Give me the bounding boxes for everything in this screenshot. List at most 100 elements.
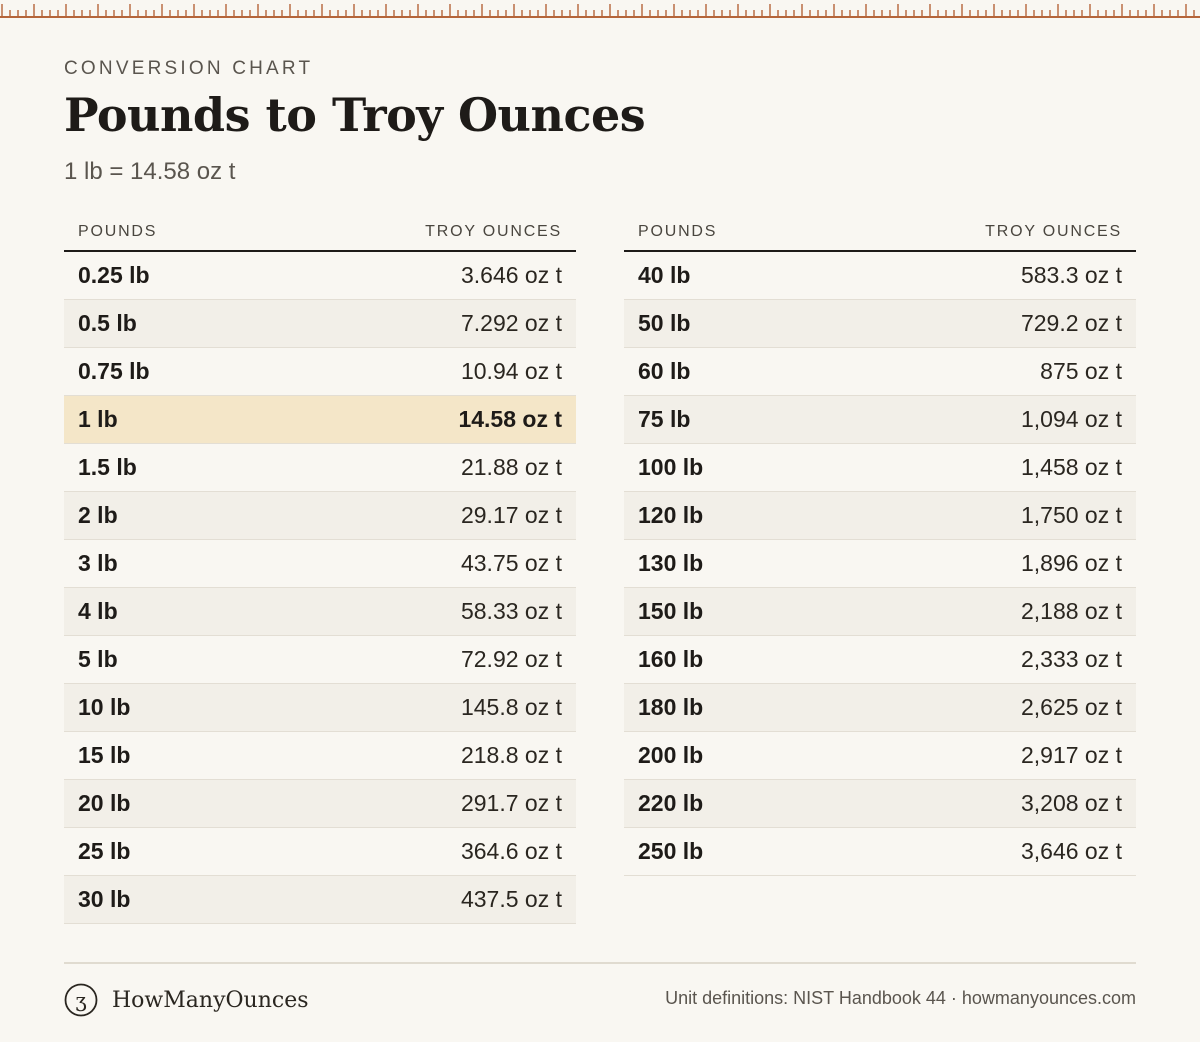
troy-ounces-value: 1,094 oz t <box>1020 406 1122 432</box>
column-header-pounds: POUNDS <box>638 223 718 240</box>
table-row: 220 lb 3,208 oz t <box>624 780 1136 828</box>
pounds-value: 20 lb <box>78 790 131 816</box>
pounds-value: 220 lb <box>638 790 704 816</box>
source-note: Unit definitions: NIST Handbook 44 · how… <box>665 988 1136 1008</box>
table-row: 130 lb 1,896 oz t <box>624 540 1136 588</box>
table-row: 100 lb 1,458 oz t <box>624 444 1136 492</box>
table-body: 40 lb 583.3 oz t 50 lb 729.2 oz t 60 lb 875 o… <box>624 252 1136 876</box>
troy-ounces-value: 291.7 oz t <box>460 790 562 816</box>
page-eyebrow: CONVERSION CHART <box>64 58 314 79</box>
pounds-value: 120 lb <box>638 502 704 528</box>
pounds-value: 60 lb <box>638 358 691 384</box>
pounds-value: 15 lb <box>78 742 131 768</box>
table-row: 3 lb 43.75 oz t <box>64 540 576 588</box>
table-row: 120 lb 1,750 oz t <box>624 492 1136 540</box>
table-body: 0.25 lb 3.646 oz t 0.5 lb 7.292 oz t 0.75 lb… <box>64 252 576 924</box>
troy-ounces-value: 364.6 oz t <box>460 838 562 864</box>
pounds-value: 180 lb <box>638 694 704 720</box>
troy-ounces-value: 3,208 oz t <box>1020 790 1122 816</box>
pounds-value: 3 lb <box>78 550 118 576</box>
table-row: 0.25 lb 3.646 oz t <box>64 252 576 300</box>
brand-name: HowManyOunces <box>112 987 309 1013</box>
troy-ounces-value: 2,333 oz t <box>1020 646 1122 672</box>
page-title: Pounds to Troy Ounces <box>64 88 646 142</box>
table-row: 200 lb 2,917 oz t <box>624 732 1136 780</box>
pounds-value: 0.5 lb <box>78 310 137 336</box>
column-header-pounds: POUNDS <box>78 223 158 240</box>
pounds-value: 1 lb <box>78 406 118 432</box>
table-row: 250 lb 3,646 oz t <box>624 828 1136 876</box>
column-header-troy-ounces: TROY OUNCES <box>985 223 1122 240</box>
table-row: 150 lb 2,188 oz t <box>624 588 1136 636</box>
troy-ounces-value: 29.17 oz t <box>460 502 562 528</box>
troy-ounces-value: 875 oz t <box>1040 358 1122 384</box>
conversion-rate: 1 lb = 14.58 oz t <box>64 158 236 185</box>
troy-ounces-value: 14.58 oz t <box>458 406 562 432</box>
table-row: 30 lb 437.5 oz t <box>64 876 576 924</box>
table-row: 40 lb 583.3 oz t <box>624 252 1136 300</box>
conversion-table-left: POUNDS TROY OUNCES 0.25 lb 3.646 oz t 0.5 … <box>64 214 576 924</box>
troy-ounces-value: 583.3 oz t <box>1020 262 1122 288</box>
troy-ounces-value: 21.88 oz t <box>460 454 562 480</box>
pounds-value: 1.5 lb <box>78 454 137 480</box>
pounds-value: 200 lb <box>638 742 704 768</box>
pounds-value: 30 lb <box>78 886 131 912</box>
pounds-value: 160 lb <box>638 646 704 672</box>
table-row: 2 lb 29.17 oz t <box>64 492 576 540</box>
table-row: 180 lb 2,625 oz t <box>624 684 1136 732</box>
table-row: 160 lb 2,333 oz t <box>624 636 1136 684</box>
dram-symbol-icon: ʒ <box>64 983 98 1017</box>
troy-ounces-value: 72.92 oz t <box>460 646 562 672</box>
table-row: 4 lb 58.33 oz t <box>64 588 576 636</box>
table-row: 20 lb 291.7 oz t <box>64 780 576 828</box>
troy-ounces-value: 2,917 oz t <box>1020 742 1122 768</box>
pounds-value: 50 lb <box>638 310 691 336</box>
table-row: 0.75 lb 10.94 oz t <box>64 348 576 396</box>
brand-logo[interactable]: ʒ HowManyOunces <box>64 983 309 1017</box>
pounds-value: 5 lb <box>78 646 118 672</box>
table-row: 10 lb 145.8 oz t <box>64 684 576 732</box>
troy-ounces-value: 145.8 oz t <box>460 694 562 720</box>
troy-ounces-value: 1,458 oz t <box>1020 454 1122 480</box>
troy-ounces-value: 43.75 oz t <box>460 550 562 576</box>
troy-ounces-value: 3.646 oz t <box>460 262 562 288</box>
column-header-troy-ounces: TROY OUNCES <box>425 223 562 240</box>
troy-ounces-value: 2,188 oz t <box>1020 598 1122 624</box>
table-row: 15 lb 218.8 oz t <box>64 732 576 780</box>
pounds-value: 2 lb <box>78 502 118 528</box>
conversion-table-right: POUNDS TROY OUNCES 40 lb 583.3 oz t 50 lb 7… <box>624 214 1136 876</box>
table-row: 60 lb 875 oz t <box>624 348 1136 396</box>
troy-ounces-value: 2,625 oz t <box>1020 694 1122 720</box>
pounds-value: 250 lb <box>638 838 704 864</box>
pounds-value: 150 lb <box>638 598 704 624</box>
troy-ounces-value: 1,896 oz t <box>1020 550 1122 576</box>
troy-ounces-value: 58.33 oz t <box>460 598 562 624</box>
pounds-value: 100 lb <box>638 454 704 480</box>
pounds-value: 0.25 lb <box>78 262 150 288</box>
pounds-value: 10 lb <box>78 694 131 720</box>
pounds-value: 75 lb <box>638 406 691 432</box>
troy-ounces-value: 7.292 oz t <box>460 310 562 336</box>
troy-ounces-value: 729.2 oz t <box>1020 310 1122 336</box>
footer-divider <box>64 962 1136 964</box>
table-row: 0.5 lb 7.292 oz t <box>64 300 576 348</box>
table-header: POUNDS TROY OUNCES <box>624 214 1136 252</box>
troy-ounces-value: 1,750 oz t <box>1020 502 1122 528</box>
pounds-value: 4 lb <box>78 598 118 624</box>
table-row: 75 lb 1,094 oz t <box>624 396 1136 444</box>
pounds-value: 25 lb <box>78 838 131 864</box>
table-row: 1.5 lb 21.88 oz t <box>64 444 576 492</box>
troy-ounces-value: 3,646 oz t <box>1020 838 1122 864</box>
table-row: 50 lb 729.2 oz t <box>624 300 1136 348</box>
troy-ounces-value: 218.8 oz t <box>460 742 562 768</box>
logo-glyph: ʒ <box>75 988 86 1012</box>
troy-ounces-value: 437.5 oz t <box>460 886 562 912</box>
table-row: 25 lb 364.6 oz t <box>64 828 576 876</box>
pounds-value: 40 lb <box>638 262 691 288</box>
troy-ounces-value: 10.94 oz t <box>460 358 562 384</box>
table-row: 5 lb 72.92 oz t <box>64 636 576 684</box>
table-header: POUNDS TROY OUNCES <box>64 214 576 252</box>
table-row-highlighted: 1 lb 14.58 oz t <box>64 396 576 444</box>
pounds-value: 130 lb <box>638 550 704 576</box>
pounds-value: 0.75 lb <box>78 358 150 384</box>
